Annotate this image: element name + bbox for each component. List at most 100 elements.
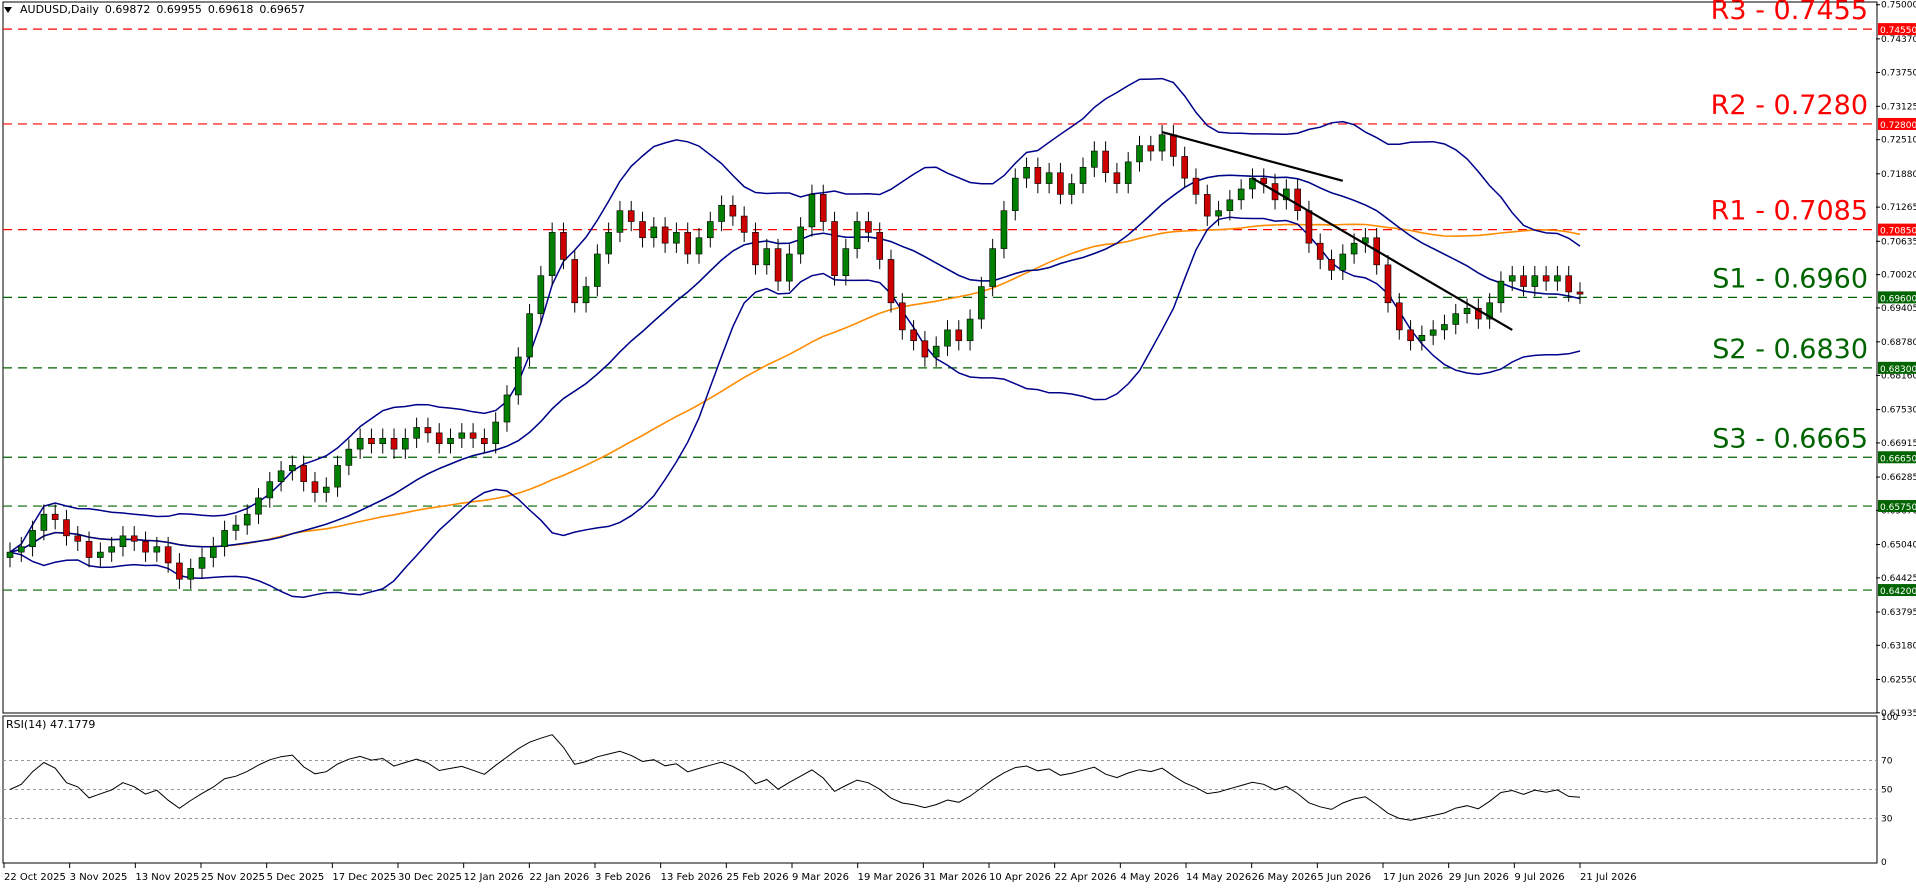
- candle-body: [537, 275, 545, 314]
- candle-body: [153, 546, 161, 553]
- candle-body: [853, 221, 861, 249]
- candle-body: [424, 427, 432, 434]
- close-value: 0.69657: [259, 3, 305, 16]
- candle-body: [334, 465, 341, 488]
- candle-body: [684, 232, 691, 255]
- y-tick-label: 0.68160: [1881, 371, 1916, 381]
- candle-body: [413, 427, 420, 439]
- candle-body: [63, 519, 70, 537]
- candle-body: [966, 318, 974, 342]
- y-tick-label: 0.66285: [1881, 473, 1916, 483]
- level-price-tag: [1878, 291, 1916, 304]
- candle-body: [774, 248, 782, 282]
- bollinger-middle: [9, 174, 1581, 553]
- x-tick-label: 31 Mar 2026: [923, 872, 986, 883]
- candle-body: [865, 221, 872, 233]
- candle-body: [763, 248, 771, 266]
- x-tick-label: 9 Mar 2026: [792, 872, 849, 883]
- level-price-tag-text: 0.66650: [1880, 454, 1916, 464]
- collapse-triangle-icon[interactable]: [4, 6, 12, 13]
- candle-body: [379, 437, 387, 445]
- candle-body: [198, 557, 206, 569]
- rsi-tick-label: 30: [1881, 815, 1893, 825]
- rsi-tick-label: 70: [1881, 757, 1893, 767]
- high-value: 0.69955: [156, 3, 202, 16]
- candle-body: [1384, 264, 1392, 304]
- candle-body: [1520, 275, 1527, 287]
- candle-body: [944, 329, 951, 347]
- low-value: 0.69618: [207, 3, 254, 16]
- x-tick-label: 29 Jun 2026: [1449, 872, 1509, 883]
- candle-body: [605, 232, 612, 255]
- candle-body: [17, 546, 25, 553]
- candle-body: [1068, 183, 1076, 195]
- x-tick-label: 22 Oct 2025: [4, 872, 66, 883]
- candle-body: [277, 470, 285, 482]
- candle-body: [673, 232, 680, 244]
- candle-body: [458, 432, 466, 439]
- candle-body: [130, 535, 138, 542]
- candle-body: [29, 530, 36, 547]
- x-tick-label: 4 May 2026: [1120, 872, 1179, 883]
- y-tick-label: 0.72510: [1881, 136, 1916, 146]
- candle-body: [526, 313, 533, 358]
- candle-body: [548, 232, 556, 277]
- candle-body: [627, 210, 635, 222]
- candle-body: [108, 546, 115, 553]
- y-axis-labels: 0.75000 0.74370 0.73750 0.73125 0.72510 0.718…: [1876, 1, 1916, 719]
- y-tick-label: 0.68780: [1881, 338, 1916, 348]
- candle-body: [639, 221, 646, 239]
- level-label: S1 - 0.6960: [1712, 263, 1868, 294]
- candle-body: [1215, 210, 1222, 217]
- x-tick-label: 9 Jul 2026: [1514, 872, 1564, 883]
- candle-body: [447, 437, 454, 445]
- level-lines: [3, 28, 1876, 591]
- candle-body: [978, 286, 985, 320]
- x-tick-label: 12 Jan 2026: [464, 872, 524, 883]
- candle-body: [1181, 156, 1188, 179]
- y-tick-label: 0.69405: [1881, 304, 1916, 314]
- x-tick-label: 5 Dec 2025: [267, 872, 325, 883]
- candle-body: [469, 432, 477, 439]
- level-price-tag: [1878, 223, 1916, 236]
- y-tick-label: 0.61935: [1881, 709, 1916, 719]
- x-tick-label: 22 Apr 2026: [1055, 872, 1117, 883]
- level-label: R2 - 0.7280: [1711, 90, 1868, 121]
- candle-body: [1283, 188, 1290, 201]
- candle-body: [1294, 188, 1301, 211]
- candle-body: [142, 540, 149, 553]
- candle-body: [876, 232, 884, 260]
- candle-body: [255, 497, 262, 515]
- candle-body: [1045, 172, 1053, 184]
- candle-body: [311, 481, 319, 493]
- trendline-upper: [1161, 131, 1344, 182]
- x-tick-label: 3 Nov 2025: [70, 872, 128, 883]
- price-pane-frame: [2, 1, 1878, 714]
- candle-body: [356, 437, 364, 450]
- level-price-tag-text: 0.70850: [1880, 227, 1916, 237]
- candle-body: [1170, 134, 1177, 157]
- y-tick-label: 0.63180: [1881, 641, 1916, 651]
- candle-body: [1339, 253, 1347, 271]
- candle-body: [481, 437, 488, 445]
- y-tick-label: 0.62550: [1881, 675, 1916, 685]
- candle-body: [1113, 172, 1121, 184]
- x-tick-label: 14 May 2026: [1186, 872, 1251, 883]
- y-tick-label: 0.64425: [1881, 574, 1916, 584]
- candle-body: [910, 329, 917, 342]
- candle-body: [243, 513, 251, 526]
- candle-body: [1350, 242, 1358, 255]
- candle-body: [503, 394, 511, 423]
- y-tick-label: 0.71880: [1881, 170, 1916, 180]
- candle-body: [266, 481, 274, 499]
- candle-body: [221, 530, 228, 547]
- candle-body: [1158, 134, 1166, 152]
- level-price-tag: [1878, 584, 1916, 597]
- candle-body: [1441, 324, 1448, 331]
- candle-body: [51, 513, 59, 520]
- candle-body: [899, 302, 906, 331]
- rsi-tick-label: 100: [1881, 713, 1898, 723]
- candle-body: [831, 221, 838, 277]
- candle-body: [1554, 275, 1561, 282]
